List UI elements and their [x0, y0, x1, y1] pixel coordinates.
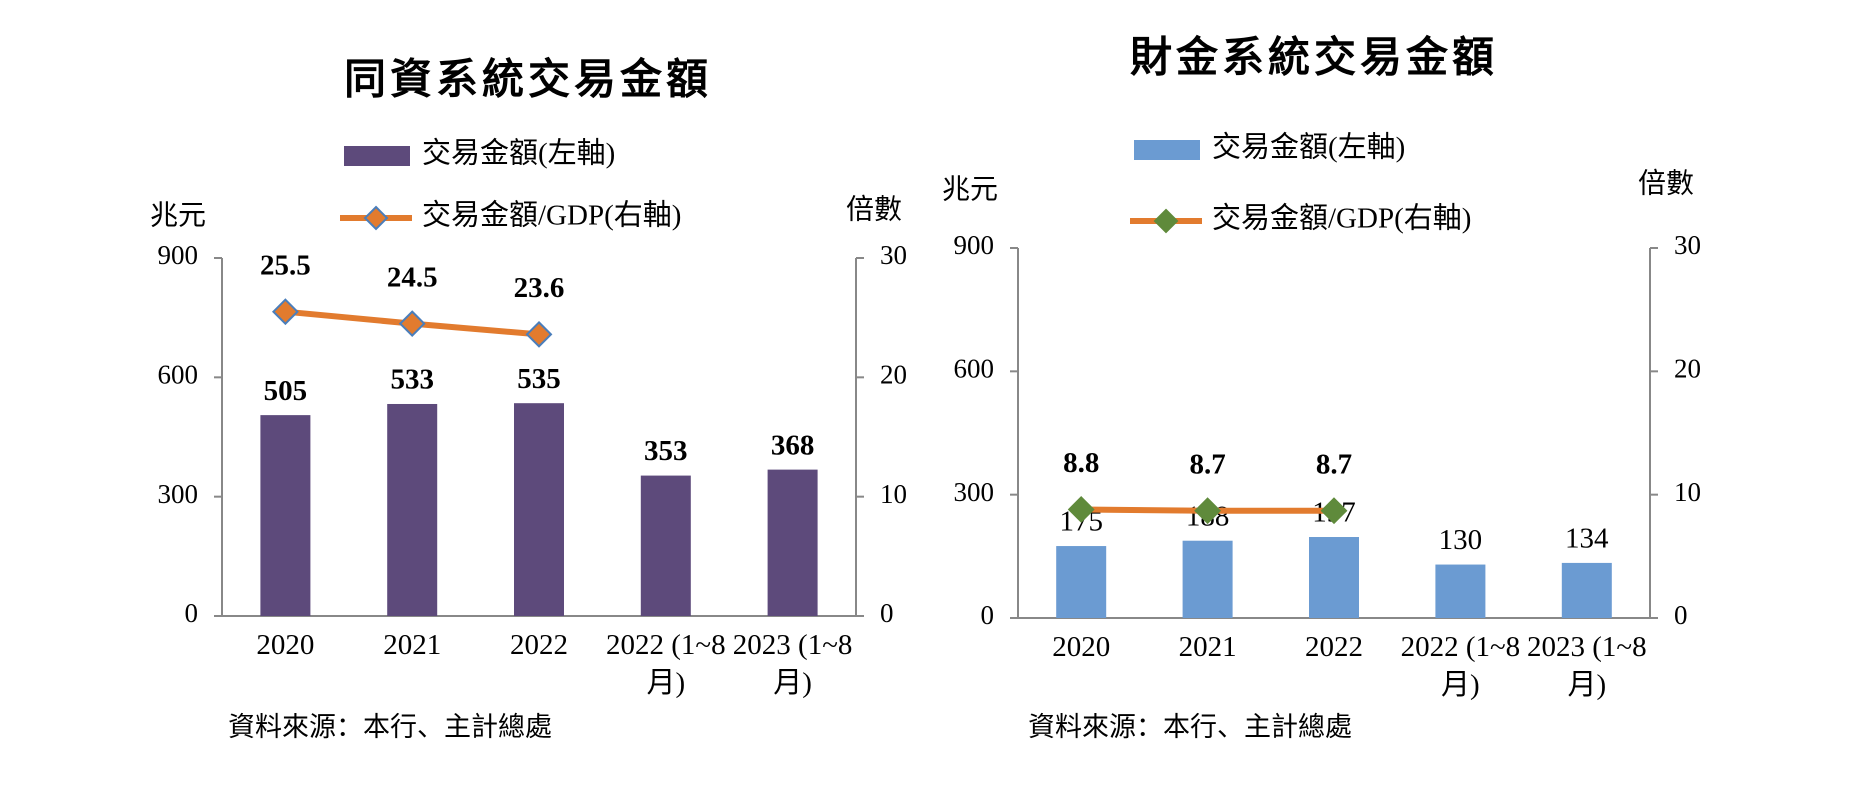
line-marker	[398, 310, 426, 338]
legend-swatch	[1134, 140, 1200, 160]
bar	[640, 475, 691, 616]
x-tick-label: 2023 (1~8月)	[1526, 631, 1647, 701]
source-note: 資料來源：本行、主計總處	[1028, 712, 1352, 742]
source-note: 資料來源：本行、主計總處	[228, 712, 552, 742]
x-tick-label: 2020	[256, 629, 315, 661]
y-tick-label: 600	[954, 354, 995, 384]
bar	[1561, 562, 1612, 618]
x-tick-label: 2022	[510, 629, 568, 661]
bar-value-label: 134	[1565, 523, 1609, 555]
bar-value-label: 533	[390, 364, 434, 396]
bar-value-label: 505	[264, 375, 308, 407]
bar-value-label: 368	[771, 429, 815, 461]
bar	[514, 403, 564, 616]
y-tick-label: 0	[185, 598, 199, 628]
line-value-label: 8.7	[1189, 448, 1225, 480]
y2-axis-label: 倍數	[846, 193, 902, 225]
bar	[767, 469, 818, 616]
bar	[387, 403, 438, 616]
x-tick-label: 2020	[1052, 631, 1111, 663]
bar	[1182, 540, 1233, 618]
bar	[1435, 564, 1486, 618]
legend-label: 交易金額(左軸)	[1212, 131, 1405, 164]
y-tick-label: 300	[158, 479, 199, 509]
line-marker	[271, 298, 299, 326]
legend-label: 交易金額/GDP(右軸)	[1212, 202, 1471, 235]
bar-value-label: 353	[644, 435, 688, 467]
bar-value-label: 130	[1439, 524, 1483, 556]
y-tick-label: 900	[158, 240, 199, 270]
line-value-label: 8.8	[1063, 447, 1099, 479]
legend-marker	[1153, 208, 1179, 234]
y2-tick-label: 20	[880, 360, 907, 390]
line-marker	[1067, 496, 1095, 523]
y2-tick-label: 0	[1674, 600, 1688, 630]
y-axis-label: 兆元	[942, 174, 998, 205]
chart-title: 財金系統交易金額	[1130, 35, 1498, 82]
bar	[1056, 546, 1107, 618]
line-value-label: 25.5	[260, 249, 311, 281]
line-marker	[525, 320, 553, 348]
y2-tick-label: 30	[1674, 230, 1701, 260]
y-tick-label: 300	[954, 477, 995, 507]
line-value-label: 23.6	[514, 272, 565, 304]
x-tick-label: 2023 (1~8月)	[732, 629, 853, 699]
line-value-label: 24.5	[387, 261, 438, 293]
bar-value-label: 535	[517, 363, 561, 395]
y2-tick-label: 10	[1674, 477, 1701, 507]
legend-swatch	[344, 146, 410, 166]
legend-label: 交易金額/GDP(右軸)	[422, 199, 681, 232]
x-tick-label: 2022 (1~8月)	[1400, 631, 1521, 701]
bar	[260, 415, 311, 616]
y-tick-label: 600	[158, 360, 199, 390]
x-tick-label: 2022 (1~8月)	[605, 629, 726, 699]
y-tick-label: 900	[954, 230, 995, 260]
y2-tick-label: 20	[1674, 354, 1701, 384]
line-marker	[1320, 497, 1348, 525]
y-axis-label: 兆元	[150, 200, 206, 231]
x-tick-label: 2021	[383, 629, 442, 661]
y2-tick-label: 30	[880, 240, 907, 270]
y-tick-label: 0	[981, 600, 995, 630]
x-tick-label: 2022	[1305, 631, 1363, 663]
bar	[1309, 537, 1359, 618]
y2-tick-label: 0	[880, 598, 894, 628]
chart-title: 同資系統交易金額	[344, 57, 712, 104]
line-marker	[1194, 497, 1222, 525]
y2-tick-label: 10	[880, 479, 907, 509]
y2-axis-label: 倍數	[1638, 167, 1694, 199]
legend-label: 交易金額(左軸)	[422, 137, 615, 170]
x-tick-label: 2021	[1178, 631, 1237, 663]
legend-marker	[363, 205, 389, 231]
line-value-label: 8.7	[1316, 448, 1352, 480]
